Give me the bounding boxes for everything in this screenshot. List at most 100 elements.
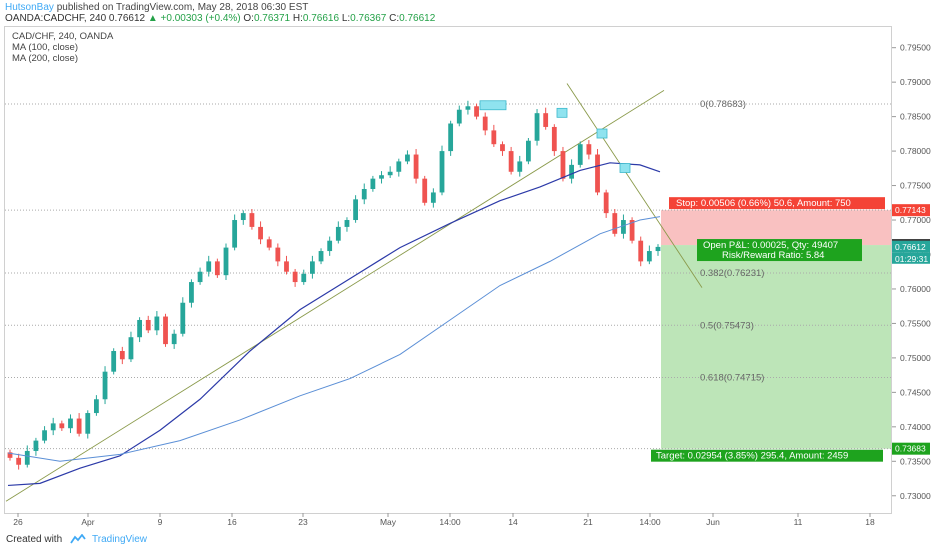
candle: [405, 154, 410, 162]
candle: [335, 226, 341, 241]
candle: [474, 106, 479, 117]
candle: [59, 423, 65, 429]
candle: [500, 144, 505, 152]
pnl-label: Open P&L: 0.00025, Qty: 49407: [703, 240, 838, 251]
legend-ma100: MA (100, close): [12, 42, 78, 53]
peak-marker: [596, 128, 608, 139]
y-tick-label: 0.75500: [900, 318, 931, 328]
high-value: 0.76616: [302, 13, 340, 24]
candle: [42, 430, 47, 441]
target-zone: [661, 245, 891, 449]
candle: [102, 371, 108, 400]
candle: [543, 113, 549, 127]
peak-marker: [619, 163, 631, 173]
y-tick-label: 0.78000: [900, 146, 931, 156]
candle: [223, 247, 229, 276]
x-tick-label: 21: [583, 517, 593, 527]
x-tick-label: 14:00: [639, 517, 661, 527]
header: HutsonBay published on TradingView.com, …: [0, 0, 932, 26]
candle: [50, 423, 56, 431]
candle: [206, 261, 212, 272]
candle: [569, 164, 574, 179]
candle: [154, 316, 160, 331]
fib-level-label: 0.5(0.75473): [700, 320, 754, 331]
candle: [68, 418, 73, 429]
candle: [111, 351, 117, 372]
candle: [214, 261, 220, 276]
peak-marker: [556, 107, 568, 118]
y-tick-label: 0.75000: [900, 353, 931, 363]
candle: [301, 273, 307, 283]
low-label: L:: [341, 13, 351, 24]
up-arrow-icon: ▲: [147, 13, 158, 24]
candle: [137, 319, 142, 338]
candle: [85, 413, 91, 434]
candle: [621, 220, 626, 234]
y-tick-label: 0.79500: [900, 43, 931, 53]
candle: [456, 109, 462, 124]
candle: [551, 126, 557, 152]
candle: [612, 213, 618, 234]
candle: [603, 192, 609, 214]
candle: [33, 440, 39, 451]
candle: [284, 261, 289, 272]
candle: [327, 240, 333, 252]
candle: [145, 319, 151, 331]
chart-frame[interactable]: [4, 26, 892, 514]
candle: [197, 271, 203, 283]
candle: [646, 251, 652, 262]
legend-title: CAD/CHF, 240, OANDA: [12, 31, 114, 42]
author-link[interactable]: HutsonBay: [5, 2, 54, 13]
x-tick-label: 14: [508, 517, 518, 527]
candle: [491, 130, 497, 145]
stop-label: Stop: 0.00506 (0.66%) 50.6, Amount: 750: [676, 198, 851, 209]
candle: [189, 282, 194, 303]
y-tick-label: 0.73500: [900, 456, 931, 466]
candle: [24, 450, 30, 465]
y-tick-label: 0.74000: [900, 422, 931, 432]
candle: [465, 106, 471, 110]
candle: [275, 247, 281, 262]
candle: [526, 140, 531, 162]
ma200-line: [7, 216, 661, 462]
candle: [379, 175, 384, 179]
ma100-line: [7, 162, 661, 487]
candle: [422, 178, 428, 203]
uptrend-line: [5, 90, 665, 502]
x-tick-label: Apr: [81, 517, 94, 527]
x-tick-label: 14:00: [439, 517, 461, 527]
y-tick-label: 0.77500: [900, 181, 931, 191]
candle: [249, 213, 255, 227]
candle: [163, 316, 168, 345]
x-tick-label: 18: [865, 517, 875, 527]
candle: [560, 151, 566, 179]
candle: [396, 161, 402, 172]
candle: [387, 171, 393, 176]
x-tick-label: 9: [158, 517, 163, 527]
y-tick-label: 0.79000: [900, 77, 931, 87]
candle: [318, 251, 324, 262]
candle: [629, 220, 635, 241]
candle: [413, 154, 419, 179]
created-with-text: Created with: [6, 534, 63, 545]
candle: [370, 178, 376, 189]
y-tick-label: 0.76000: [900, 284, 931, 294]
x-tick-label: 11: [794, 517, 803, 527]
candle: [353, 199, 358, 221]
legend-ma200: MA (200, close): [12, 53, 78, 64]
candle: [344, 220, 350, 227]
countdown-label: 01:29:31: [895, 254, 928, 264]
fib-level-label: 0.618(0.74715): [700, 373, 764, 384]
tradingview-brand[interactable]: TradingView: [92, 534, 148, 545]
candle: [180, 302, 186, 334]
candle: [638, 240, 644, 262]
close-value: 0.76612: [399, 13, 436, 24]
candle: [430, 192, 436, 203]
candle: [586, 144, 592, 155]
footer: Created with TradingView: [0, 526, 932, 550]
candle: [482, 116, 488, 131]
candle: [577, 144, 583, 165]
fib-level-label: 0.382(0.76231): [700, 268, 764, 279]
target-label-box: [651, 449, 883, 462]
